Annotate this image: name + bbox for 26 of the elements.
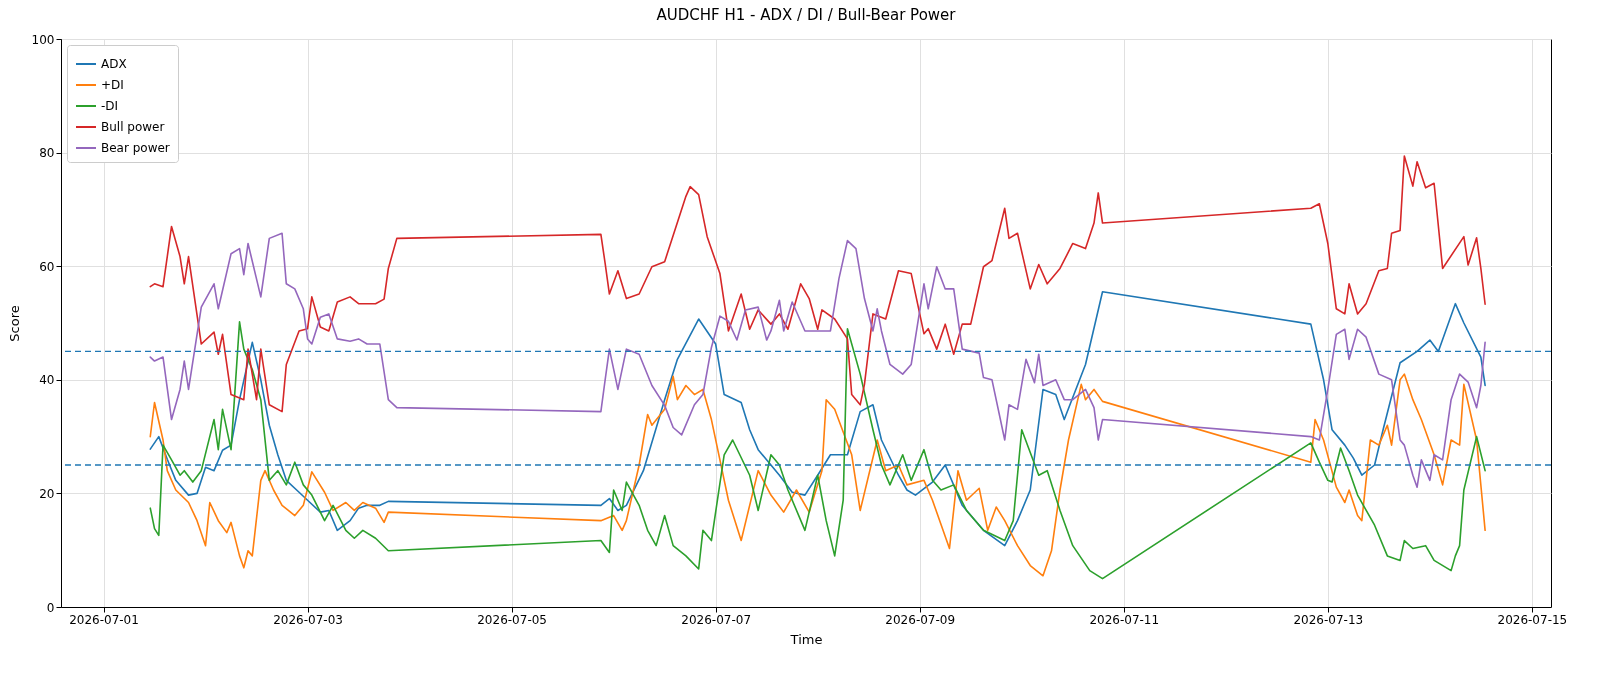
y-tick-label: 20 bbox=[39, 486, 55, 501]
legend-label: -DI bbox=[101, 99, 119, 113]
legend-label: Bear power bbox=[101, 141, 170, 155]
x-tick-label: 2026-07-05 bbox=[477, 612, 547, 627]
x-tick-label: 2026-07-01 bbox=[69, 612, 139, 627]
x-tick-label: 2026-07-15 bbox=[1497, 612, 1568, 627]
x-tick-label: 2026-07-03 bbox=[273, 612, 343, 627]
x-tick-label: 2026-07-09 bbox=[885, 612, 956, 627]
y-tick-label: 100 bbox=[31, 32, 55, 47]
x-tick-label: 2026-07-13 bbox=[1293, 612, 1364, 627]
legend-label: Bull power bbox=[101, 120, 165, 134]
x-tick-label: 2026-07-07 bbox=[681, 612, 752, 627]
line-series bbox=[149, 373, 1486, 577]
x-axis-title: Time bbox=[789, 631, 823, 647]
y-tick-label: 40 bbox=[39, 373, 55, 388]
legend-label: +DI bbox=[101, 78, 124, 92]
x-tick-label: 2026-07-11 bbox=[1089, 612, 1160, 627]
y-tick-label: 80 bbox=[39, 146, 55, 161]
chart-title: AUDCHF H1 - ADX / DI / Bull-Bear Power bbox=[656, 6, 957, 24]
line-series bbox=[149, 232, 1486, 488]
y-tick-label: 0 bbox=[46, 600, 55, 615]
y-tick-label: 60 bbox=[39, 259, 55, 274]
y-axis-title: Score bbox=[6, 305, 22, 342]
line-series bbox=[149, 155, 1486, 413]
line-series bbox=[149, 321, 1486, 580]
legend-label: ADX bbox=[101, 57, 127, 71]
